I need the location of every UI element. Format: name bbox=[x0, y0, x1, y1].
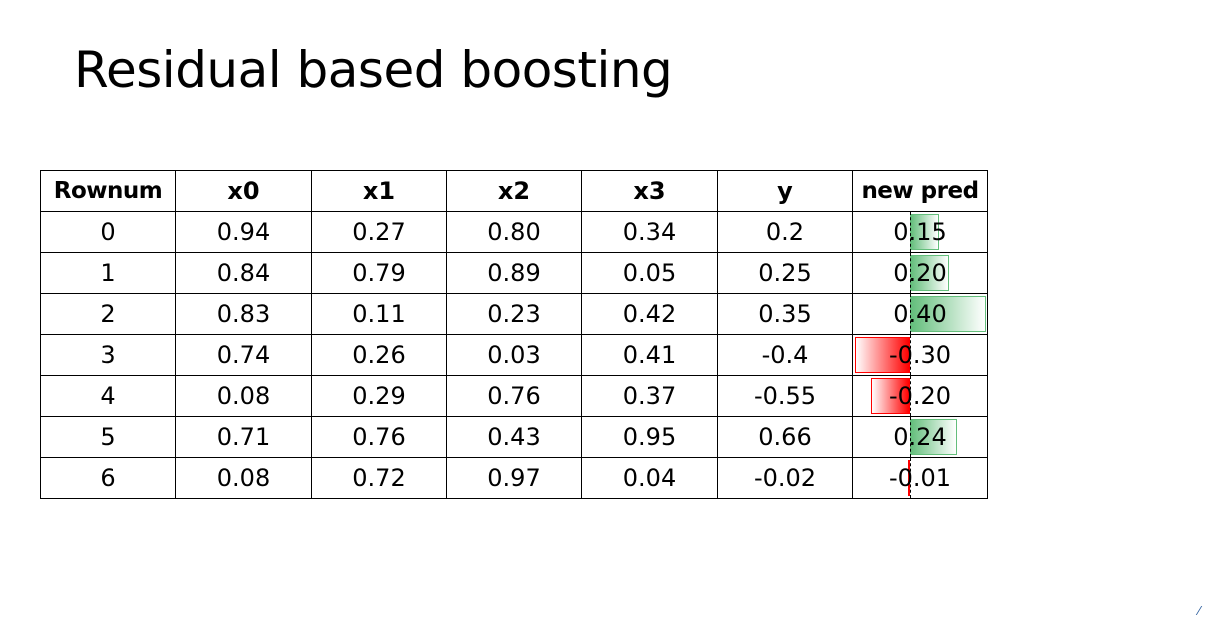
corner-mark: ⁄ bbox=[1197, 604, 1200, 618]
table-body: 0 0.94 0.27 0.80 0.34 0.2 0.15 1 0.84 0.79 0.89 0.0… bbox=[40, 211, 988, 499]
data-bar-axis bbox=[910, 294, 911, 334]
cell-x0: 0.83 bbox=[175, 293, 312, 335]
table-header-row: Rownum x0 x1 x2 x3 y new pred bbox=[40, 170, 988, 212]
cell-x1: 0.29 bbox=[311, 375, 447, 417]
cell-x2: 0.03 bbox=[446, 334, 582, 376]
new-pred-value: -0.01 bbox=[888, 464, 952, 492]
cell-x0: 0.08 bbox=[175, 375, 312, 417]
cell-y: 0.25 bbox=[717, 252, 853, 294]
cell-new-pred: 0.24 bbox=[852, 416, 988, 458]
cell-y: 0.66 bbox=[717, 416, 853, 458]
table-row: 6 0.08 0.72 0.97 0.04 -0.02 -0.01 bbox=[40, 457, 988, 499]
cell-y: -0.55 bbox=[717, 375, 853, 417]
column-header-new-pred: new pred bbox=[852, 170, 988, 212]
data-bar-axis bbox=[910, 212, 911, 252]
cell-x3: 0.37 bbox=[581, 375, 718, 417]
negative-data-bar bbox=[871, 378, 910, 414]
column-header-x3: x3 bbox=[581, 170, 718, 212]
cell-rownum: 2 bbox=[40, 293, 176, 335]
cell-x1: 0.26 bbox=[311, 334, 447, 376]
data-bar-axis bbox=[910, 335, 911, 375]
cell-x1: 0.72 bbox=[311, 457, 447, 499]
table-row: 5 0.71 0.76 0.43 0.95 0.66 0.24 bbox=[40, 416, 988, 458]
cell-x3: 0.05 bbox=[581, 252, 718, 294]
slide-title: Residual based boosting bbox=[74, 41, 673, 99]
table-row: 0 0.94 0.27 0.80 0.34 0.2 0.15 bbox=[40, 211, 988, 253]
cell-x0: 0.71 bbox=[175, 416, 312, 458]
cell-x3: 0.34 bbox=[581, 211, 718, 253]
cell-x1: 0.27 bbox=[311, 211, 447, 253]
column-header-x1: x1 bbox=[311, 170, 447, 212]
data-table: Rownum x0 x1 x2 x3 y new pred 0 0.94 0.27 0… bbox=[40, 170, 988, 499]
cell-rownum: 0 bbox=[40, 211, 176, 253]
cell-x2: 0.80 bbox=[446, 211, 582, 253]
cell-y: -0.02 bbox=[717, 457, 853, 499]
negative-data-bar bbox=[855, 337, 910, 373]
new-pred-value: -0.20 bbox=[888, 382, 952, 410]
data-bar-axis bbox=[910, 417, 911, 457]
data-bar-axis bbox=[910, 253, 911, 293]
table-row: 2 0.83 0.11 0.23 0.42 0.35 0.40 bbox=[40, 293, 988, 335]
cell-x0: 0.94 bbox=[175, 211, 312, 253]
table-row: 4 0.08 0.29 0.76 0.37 -0.55 -0.20 bbox=[40, 375, 988, 417]
cell-x2: 0.23 bbox=[446, 293, 582, 335]
cell-rownum: 3 bbox=[40, 334, 176, 376]
cell-new-pred: -0.30 bbox=[852, 334, 988, 376]
cell-x2: 0.43 bbox=[446, 416, 582, 458]
cell-x0: 0.08 bbox=[175, 457, 312, 499]
cell-x0: 0.84 bbox=[175, 252, 312, 294]
cell-x1: 0.79 bbox=[311, 252, 447, 294]
new-pred-value: 0.15 bbox=[893, 218, 947, 246]
column-header-x0: x0 bbox=[175, 170, 312, 212]
cell-x3: 0.42 bbox=[581, 293, 718, 335]
column-header-x2: x2 bbox=[446, 170, 582, 212]
cell-x3: 0.04 bbox=[581, 457, 718, 499]
cell-rownum: 6 bbox=[40, 457, 176, 499]
cell-y: 0.2 bbox=[717, 211, 853, 253]
cell-rownum: 1 bbox=[40, 252, 176, 294]
cell-x3: 0.95 bbox=[581, 416, 718, 458]
cell-x1: 0.76 bbox=[311, 416, 447, 458]
cell-new-pred: -0.01 bbox=[852, 457, 988, 499]
negative-data-bar bbox=[908, 460, 910, 496]
data-bar-axis bbox=[910, 376, 911, 416]
cell-new-pred: 0.15 bbox=[852, 211, 988, 253]
table-row: 1 0.84 0.79 0.89 0.05 0.25 0.20 bbox=[40, 252, 988, 294]
cell-x3: 0.41 bbox=[581, 334, 718, 376]
table-row: 3 0.74 0.26 0.03 0.41 -0.4 -0.30 bbox=[40, 334, 988, 376]
cell-y: -0.4 bbox=[717, 334, 853, 376]
cell-x2: 0.89 bbox=[446, 252, 582, 294]
data-bar-axis bbox=[910, 458, 911, 498]
positive-data-bar bbox=[910, 255, 949, 291]
cell-rownum: 5 bbox=[40, 416, 176, 458]
cell-x2: 0.76 bbox=[446, 375, 582, 417]
cell-x0: 0.74 bbox=[175, 334, 312, 376]
new-pred-value: 0.20 bbox=[893, 259, 947, 287]
cell-x1: 0.11 bbox=[311, 293, 447, 335]
cell-rownum: 4 bbox=[40, 375, 176, 417]
cell-new-pred: 0.40 bbox=[852, 293, 988, 335]
cell-y: 0.35 bbox=[717, 293, 853, 335]
column-header-rownum: Rownum bbox=[40, 170, 176, 212]
new-pred-value: -0.30 bbox=[888, 341, 952, 369]
new-pred-value: 0.40 bbox=[893, 300, 947, 328]
cell-x2: 0.97 bbox=[446, 457, 582, 499]
positive-data-bar bbox=[910, 419, 957, 455]
cell-new-pred: 0.20 bbox=[852, 252, 988, 294]
column-header-y: y bbox=[717, 170, 853, 212]
new-pred-value: 0.24 bbox=[893, 423, 947, 451]
cell-new-pred: -0.20 bbox=[852, 375, 988, 417]
